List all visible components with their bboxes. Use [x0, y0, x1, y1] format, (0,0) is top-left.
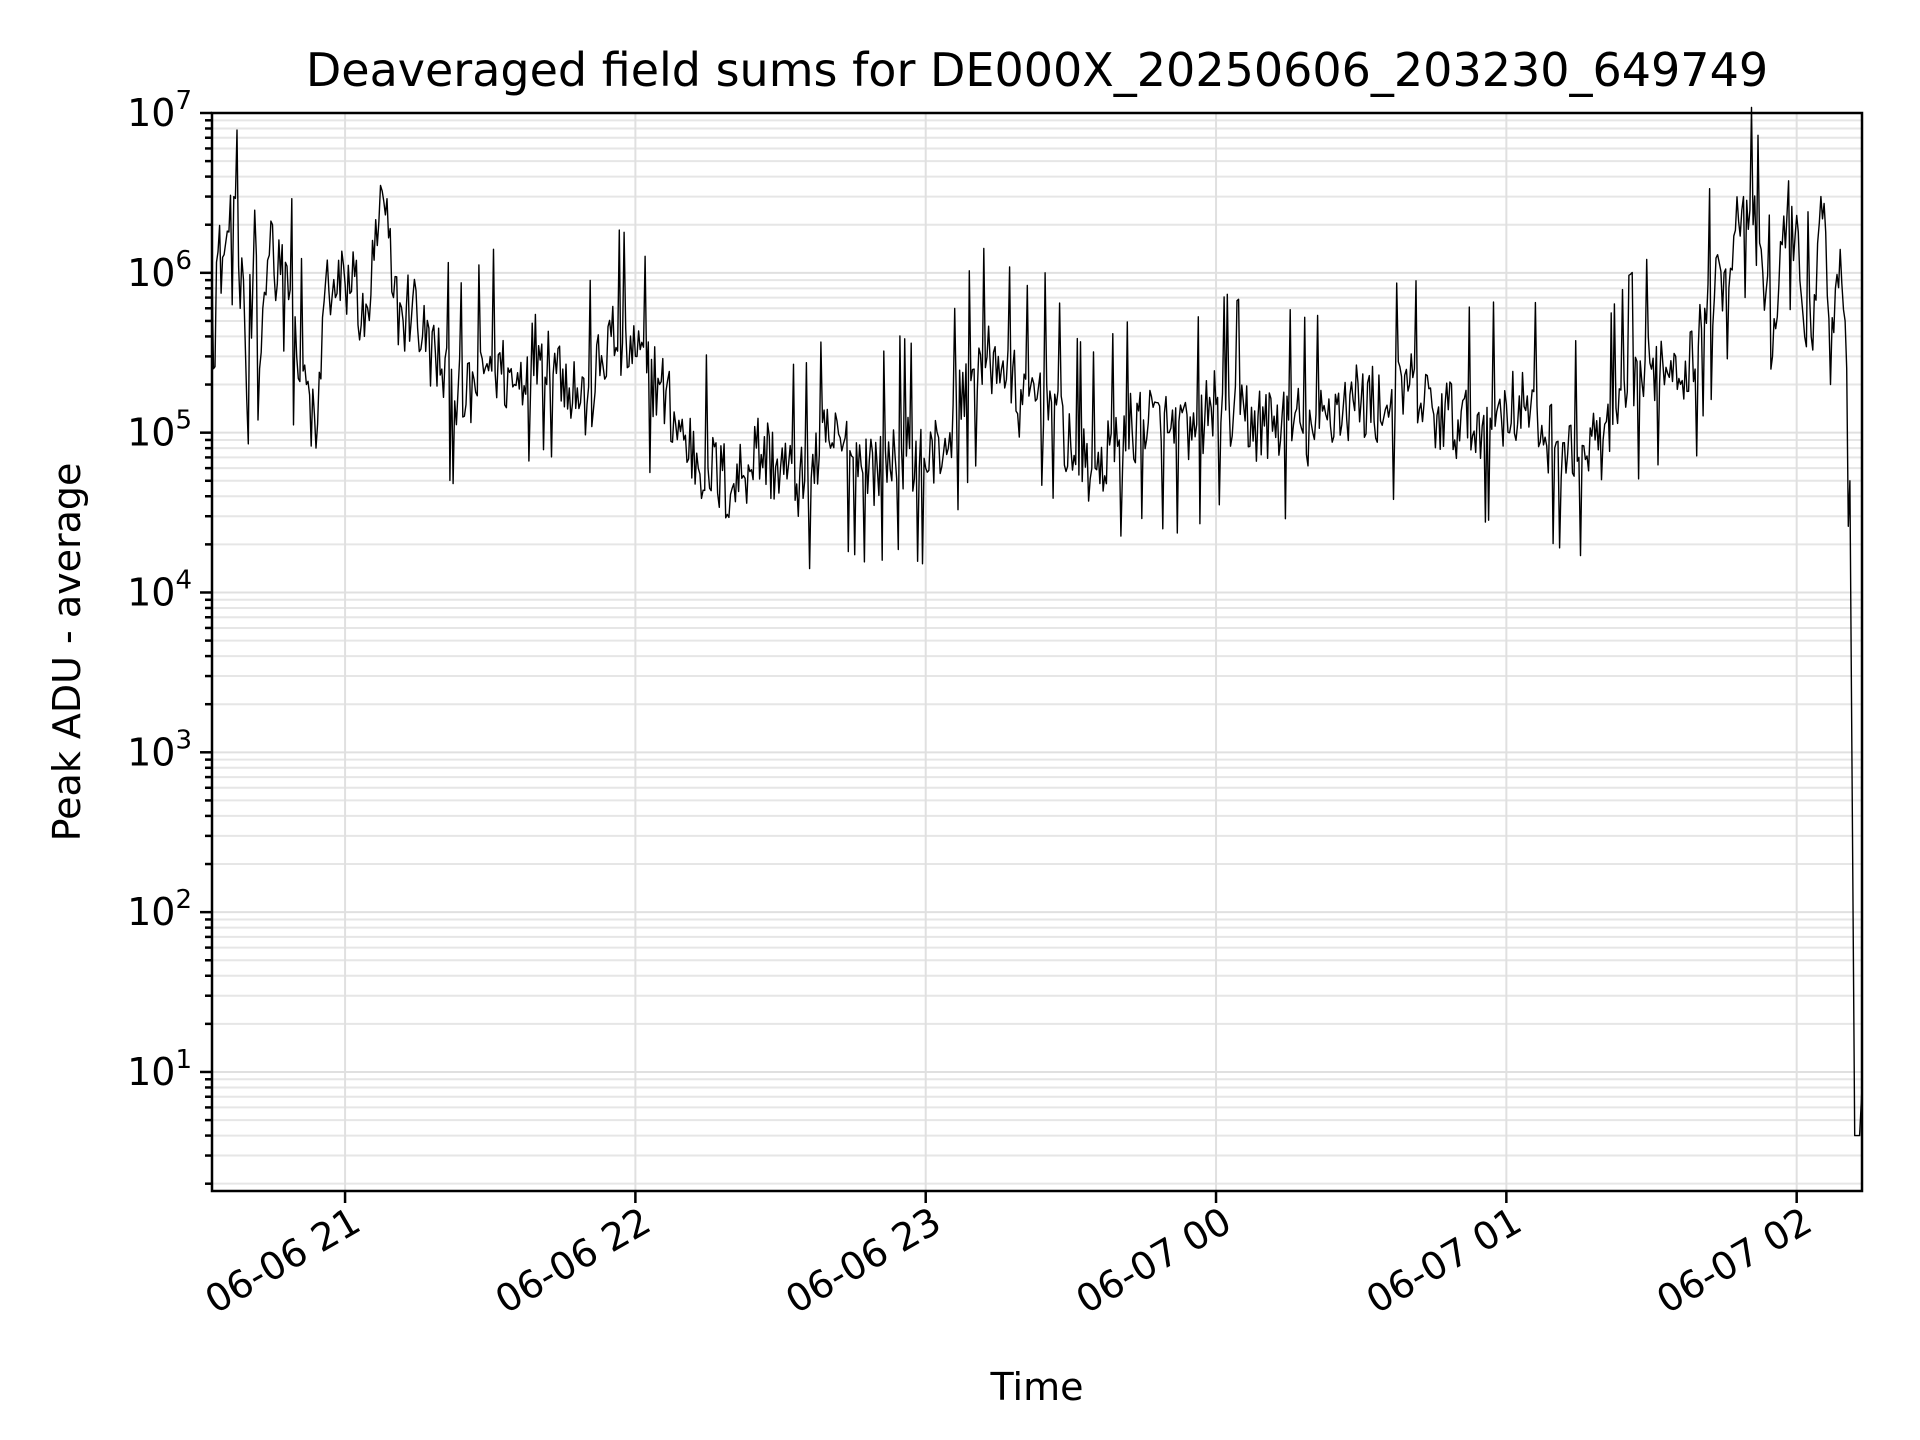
y-tick-label: 102: [127, 885, 192, 934]
x-axis-label: Time: [990, 1365, 1084, 1409]
y-tick-label: 104: [127, 565, 192, 614]
y-axis-label: Peak ADU - average: [45, 463, 89, 842]
series-layer: [211, 106, 1863, 1137]
y-tick-label: 101: [127, 1045, 192, 1094]
y-tick-label: 103: [127, 725, 192, 774]
plot-frame: [210, 111, 1864, 1193]
chart-title: Deaveraged field sums for DE000X_2025060…: [306, 43, 1768, 97]
series-line: [211, 106, 1863, 1137]
y-tick-label: 107: [127, 86, 192, 135]
y-tick-label: 105: [127, 406, 192, 455]
y-tick-label: 106: [127, 246, 192, 295]
